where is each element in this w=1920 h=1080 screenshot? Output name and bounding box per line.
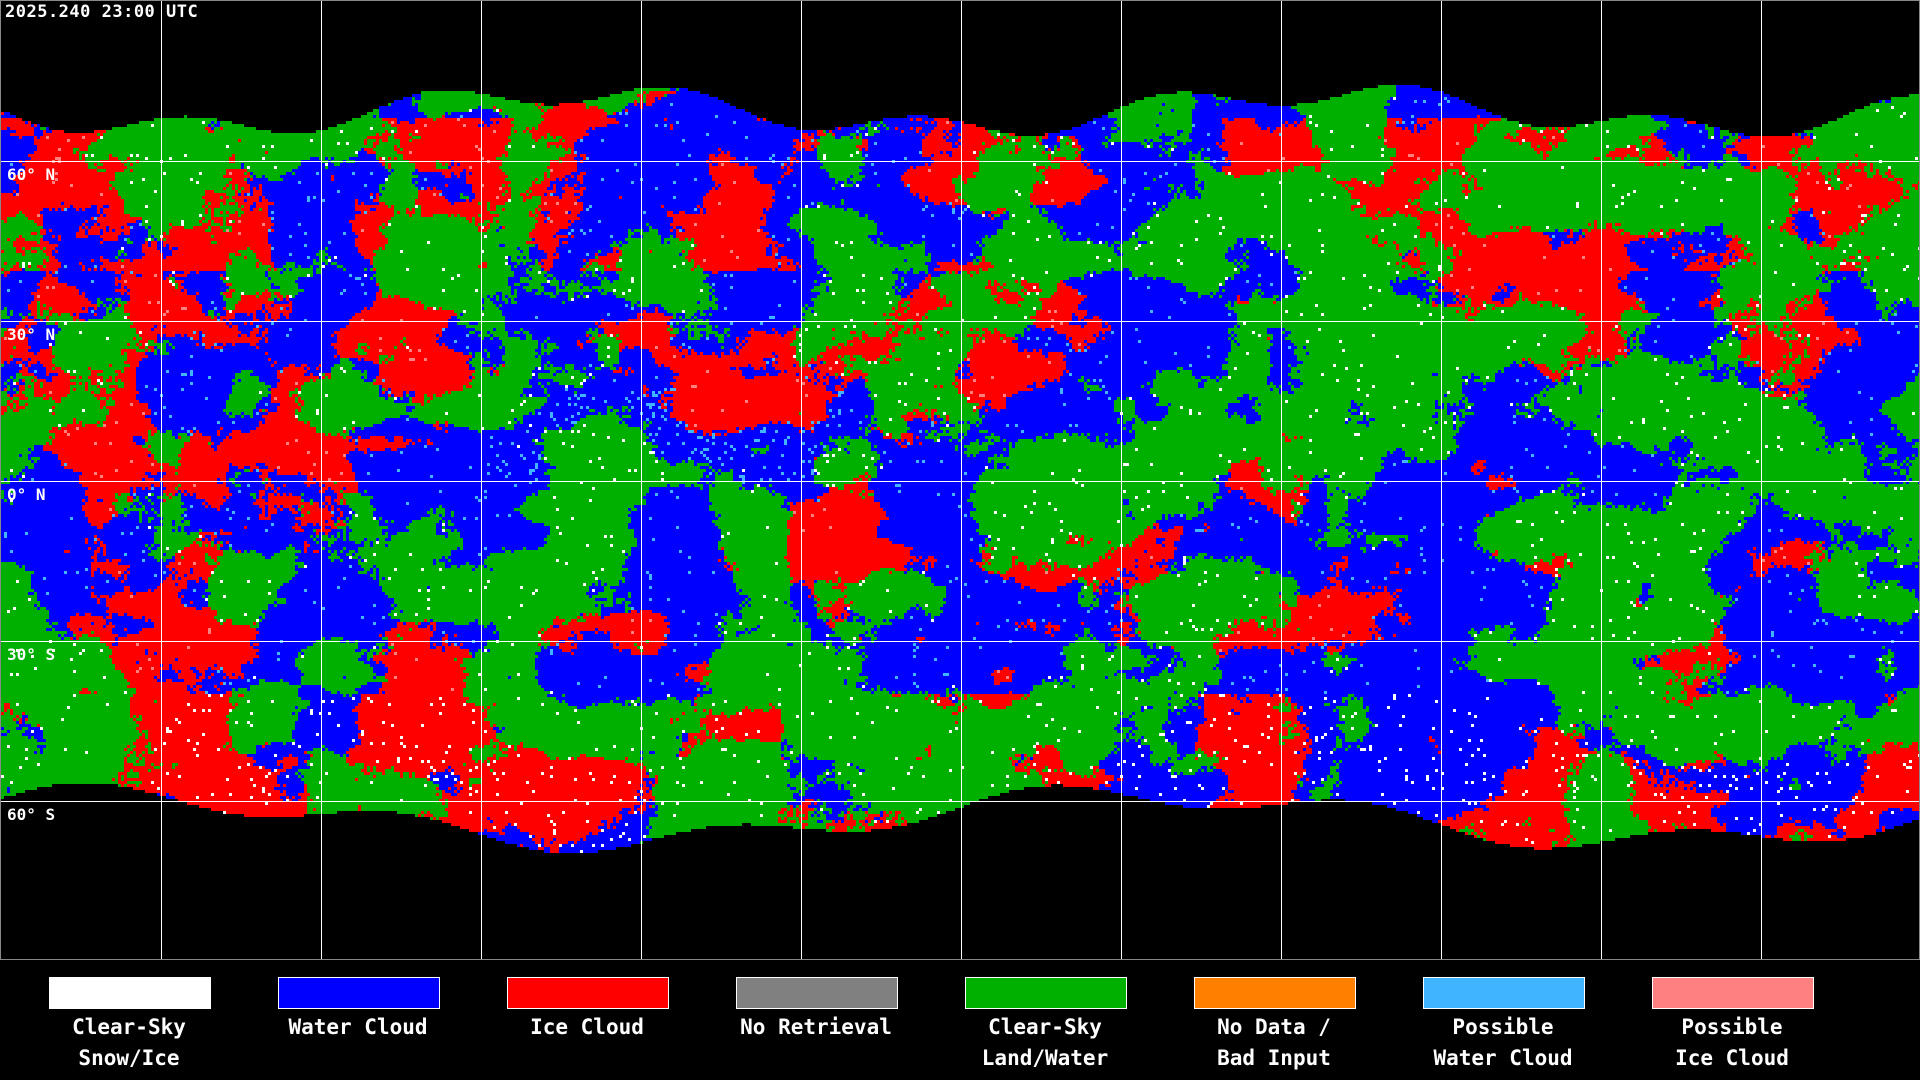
- legend-label-line1: Ice Cloud: [530, 1015, 644, 1039]
- legend-label-line2: Water Cloud: [1433, 1046, 1573, 1070]
- meridian-line: [961, 1, 962, 959]
- legend-swatch: [736, 977, 898, 1009]
- meridian-line: [1441, 1, 1442, 959]
- lat-label-60n: 60° N: [7, 165, 56, 184]
- timestamp-title: 2025.240 23:00 UTC: [5, 2, 199, 22]
- lat-label-30s: 30° S: [7, 645, 56, 664]
- meridian-line: [321, 1, 322, 959]
- lat-label-30n: 30° N: [7, 325, 56, 344]
- meridian-line: [1281, 1, 1282, 959]
- meridian-line: [641, 1, 642, 959]
- parallel-line: [1, 321, 1919, 322]
- lat-label-0n: 0° N: [7, 485, 46, 504]
- cloud-phase-raster: [1, 1, 1919, 959]
- legend-label-line2: Ice Cloud: [1675, 1046, 1789, 1070]
- legend-label-line1: Water Cloud: [288, 1015, 428, 1039]
- cloud-phase-map: 60° N 30° N 0° N 30° S 60° S 2025.240 23…: [0, 0, 1920, 960]
- legend-swatch: [965, 977, 1127, 1009]
- legend-swatch: [1652, 977, 1814, 1009]
- legend-label-line2: Snow/Ice: [78, 1046, 180, 1070]
- legend-swatch: [1423, 977, 1585, 1009]
- legend-item: No Retrieval: [687, 960, 916, 1080]
- meridian-line: [1761, 1, 1762, 959]
- legend-item: Possible Ice Cloud: [1603, 960, 1832, 1080]
- legend-label-line1: Clear-Sky: [72, 1015, 186, 1039]
- legend-label-line1: Possible: [1681, 1015, 1783, 1039]
- parallel-line: [1, 641, 1919, 642]
- parallel-line: [1, 161, 1919, 162]
- meridian-line: [1601, 1, 1602, 959]
- meridian-line: [481, 1, 482, 959]
- parallel-line: [1, 801, 1919, 802]
- legend-swatch: [49, 977, 211, 1009]
- legend-item: Water Cloud: [229, 960, 458, 1080]
- legend-label-line1: No Retrieval: [740, 1015, 892, 1039]
- legend-item: Possible Water Cloud: [1374, 960, 1603, 1080]
- meridian-line: [801, 1, 802, 959]
- lat-label-60s: 60° S: [7, 805, 56, 824]
- parallel-line: [1, 481, 1919, 482]
- legend-item: Ice Cloud: [458, 960, 687, 1080]
- legend-item: Clear-Sky Snow/Ice: [0, 960, 229, 1080]
- legend-item: Clear-Sky Land/Water: [916, 960, 1145, 1080]
- legend-swatch: [1194, 977, 1356, 1009]
- legend-label-line2: Land/Water: [981, 1046, 1109, 1070]
- legend: Clear-Sky Snow/Ice Water Cloud Ice Cloud…: [0, 960, 1920, 1080]
- legend-swatch: [507, 977, 669, 1009]
- legend-label-line1: Possible: [1452, 1015, 1554, 1039]
- legend-label-line2: Bad Input: [1217, 1046, 1331, 1070]
- meridian-line: [1121, 1, 1122, 959]
- legend-label-line1: No Data /: [1217, 1015, 1331, 1039]
- meridian-line: [161, 1, 162, 959]
- legend-swatch: [278, 977, 440, 1009]
- legend-item: No Data / Bad Input: [1145, 960, 1374, 1080]
- legend-label-line1: Clear-Sky: [988, 1015, 1102, 1039]
